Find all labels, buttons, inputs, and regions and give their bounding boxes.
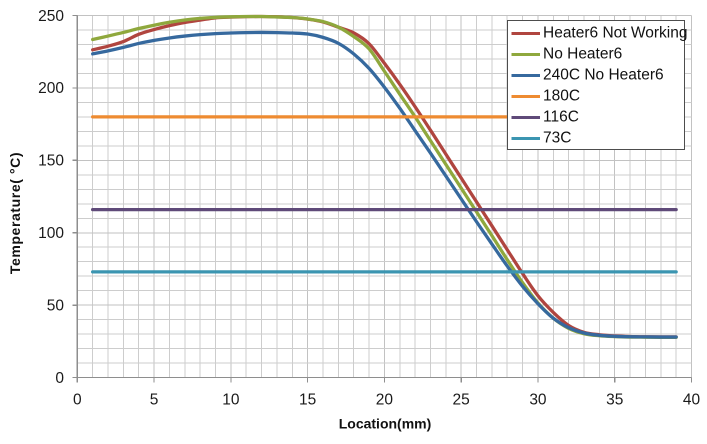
svg-text:150: 150 — [38, 153, 64, 170]
svg-text:30: 30 — [529, 392, 547, 409]
svg-text:0: 0 — [73, 392, 82, 409]
svg-text:5: 5 — [150, 392, 159, 409]
svg-text:250: 250 — [38, 8, 64, 25]
svg-text:180C: 180C — [543, 87, 580, 104]
svg-text:240C No Heater6: 240C No Heater6 — [543, 66, 664, 83]
svg-text:20: 20 — [376, 392, 394, 409]
svg-text:Location(mm): Location(mm) — [339, 416, 432, 432]
svg-text:100: 100 — [38, 225, 64, 242]
svg-text:200: 200 — [38, 80, 64, 97]
svg-text:35: 35 — [606, 392, 623, 409]
svg-text:40: 40 — [683, 392, 701, 409]
svg-text:0: 0 — [55, 370, 64, 387]
svg-text:No Heater6: No Heater6 — [543, 45, 622, 62]
svg-text:Temperature( °C): Temperature( °C) — [7, 152, 23, 274]
svg-text:10: 10 — [222, 392, 240, 409]
svg-text:25: 25 — [453, 392, 470, 409]
svg-text:Heater6 Not Working: Heater6 Not Working — [543, 24, 687, 41]
svg-text:50: 50 — [47, 297, 65, 314]
svg-text:116C: 116C — [543, 108, 579, 125]
svg-text:15: 15 — [299, 392, 316, 409]
svg-text:73C: 73C — [543, 129, 571, 146]
